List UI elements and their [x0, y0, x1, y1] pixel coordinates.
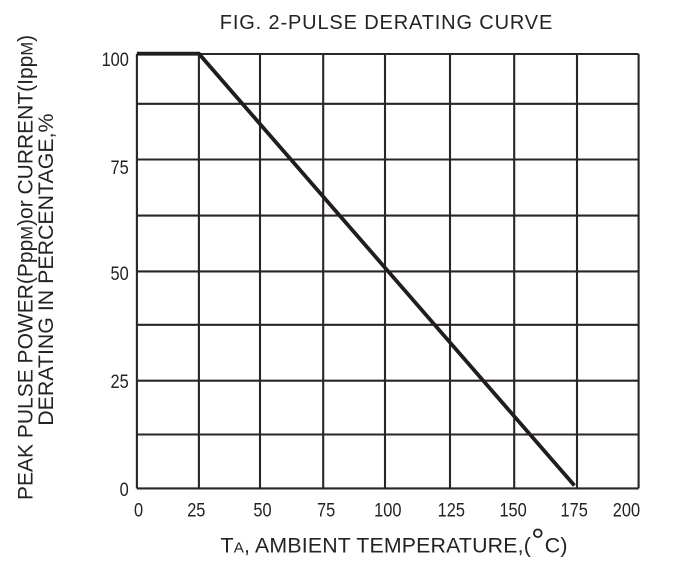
svg-text:75: 75: [317, 499, 335, 521]
svg-text:DERATING IN PERCENTAGE,%: DERATING IN PERCENTAGE,%: [34, 113, 58, 425]
svg-text:0: 0: [134, 499, 143, 521]
svg-text:50: 50: [253, 499, 271, 521]
svg-text:FIG. 2-PULSE DERATING CURVE: FIG. 2-PULSE DERATING CURVE: [220, 12, 553, 34]
svg-text:75: 75: [110, 156, 128, 178]
svg-text:PEAK PULSE POWER(PppM)or CURRE: PEAK PULSE POWER(PppM)or CURRENT(IppM): [15, 35, 38, 500]
svg-text:100: 100: [374, 499, 401, 521]
svg-text:125: 125: [438, 499, 465, 521]
svg-text:0: 0: [120, 479, 129, 501]
svg-text:50: 50: [110, 262, 128, 284]
svg-text:150: 150: [499, 499, 526, 521]
svg-text:25: 25: [187, 499, 205, 521]
svg-text:200: 200: [613, 499, 640, 521]
svg-text:175: 175: [561, 499, 588, 521]
svg-text:25: 25: [110, 371, 128, 393]
svg-text:100: 100: [102, 49, 129, 71]
